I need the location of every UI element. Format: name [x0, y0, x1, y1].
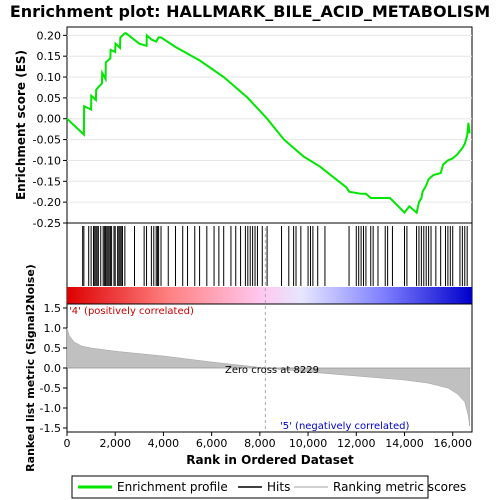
es-tick-label: -0.05 — [33, 134, 61, 147]
metric-tick-label: 0.5 — [44, 342, 62, 355]
es-y-axis-label: Enrichment score (ES) — [14, 50, 28, 200]
es-tick-label: -0.15 — [33, 175, 61, 188]
metric-y-ticks: 1.5 1.0 0.5 0.0 -0.5 -1.0 -1.5 — [40, 302, 67, 435]
metric-x-tick-label: 10,000 — [289, 437, 328, 450]
ranking-metric-area — [66, 327, 470, 427]
metric-x-tick-label: 4,000 — [148, 437, 180, 450]
positive-correlation-label: '4' (positively correlated) — [69, 306, 194, 317]
metric-tick-label: -0.5 — [40, 382, 61, 395]
negative-correlation-label: '5' (negatively correlated) — [280, 421, 409, 432]
zero-cross-label: Zero cross at 8229 — [225, 365, 319, 376]
metric-x-tick-label: 6,000 — [196, 437, 228, 450]
rank-color-bar — [67, 287, 472, 304]
legend-metric-label: Ranking metric scores — [333, 480, 466, 494]
es-tick-label: 0.00 — [37, 113, 62, 126]
legend-hits-label: Hits — [267, 480, 290, 494]
metric-x-tick-label: 16,000 — [433, 437, 472, 450]
es-tick-label: -0.10 — [33, 154, 61, 167]
es-tick-label: 0.05 — [37, 92, 62, 105]
metric-tick-label: 0.0 — [44, 362, 62, 375]
es-tick-label: 0.15 — [37, 50, 62, 63]
legend-enrichment-label: Enrichment profile — [117, 480, 228, 494]
metric-tick-label: -1.0 — [40, 402, 61, 415]
es-y-ticks: 0.20 0.15 0.10 0.05 0.00 -0.05 -0.10 -0.15 -0.20… — [33, 29, 67, 230]
es-tick-label: 0.20 — [37, 29, 62, 42]
chart-title: Enrichment plot: HALLMARK_BILE_ACID_META… — [10, 2, 490, 21]
metric-tick-label: 1.5 — [44, 302, 62, 315]
metric-x-tick-label: 8,000 — [244, 437, 276, 450]
es-tick-label: -0.25 — [33, 217, 61, 230]
metric-x-tick-label: 12,000 — [337, 437, 376, 450]
es-tick-label: 0.10 — [37, 71, 62, 84]
metric-x-tick-label: 2,000 — [99, 437, 131, 450]
hits-markers — [82, 226, 468, 286]
metric-tick-label: 1.0 — [44, 322, 62, 335]
metric-x-ticks: 0 2,000 4,000 6,000 8,000 10,000 12,000 14,000 1… — [64, 432, 472, 450]
es-y-gridlines — [67, 34, 472, 224]
metric-x-tick-label: 0 — [64, 437, 71, 450]
metric-x-tick-label: 14,000 — [385, 437, 424, 450]
enrichment-profile-line — [66, 32, 471, 215]
metric-y-axis-label: Ranked list metric (Signal2Noise) — [24, 264, 37, 472]
es-tick-label: -0.20 — [33, 196, 61, 209]
metric-x-axis-label: Rank in Ordered Dataset — [186, 453, 354, 467]
metric-tick-label: -1.5 — [40, 422, 61, 435]
